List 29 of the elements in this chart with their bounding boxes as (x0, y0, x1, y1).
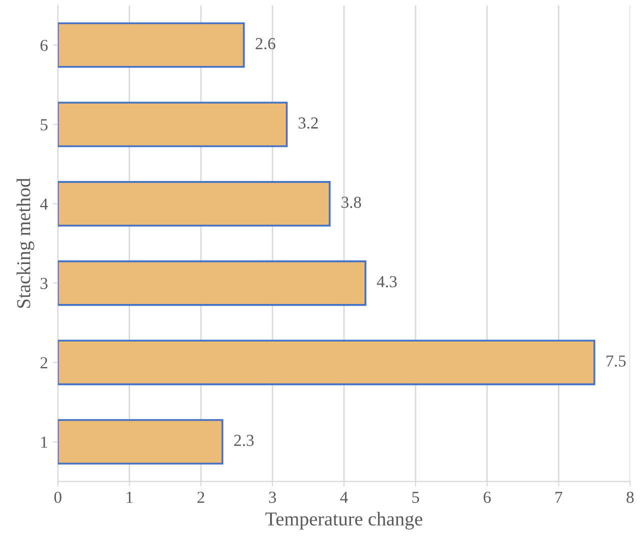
data-label: 2.6 (256, 38, 276, 50)
x-tick-label: 1 (126, 492, 133, 503)
x-tick-label: 2 (198, 492, 204, 503)
y-tick-label: 5 (40, 119, 48, 130)
bar (58, 260, 366, 306)
y-tick-label: 1 (41, 436, 48, 448)
data-label: 3.8 (342, 196, 362, 208)
data-label: 2.3 (234, 434, 254, 446)
y-axis-title: Stacking method (16, 178, 34, 308)
bar (58, 102, 288, 148)
x-tick-label: 0 (54, 492, 62, 503)
data-label: 4.3 (376, 276, 397, 288)
x-tick-label: 6 (484, 492, 491, 503)
y-tick-label: 2 (40, 357, 48, 368)
y-tick-label: 4 (40, 198, 48, 210)
x-tick-label: 5 (412, 492, 420, 503)
x-tick-label: 4 (340, 492, 348, 503)
x-axis-title: Temperature change (265, 512, 422, 530)
data-label: 3.2 (298, 117, 318, 129)
bar (58, 22, 245, 68)
x-tick-label: 7 (556, 492, 562, 503)
y-tick-label: 6 (40, 40, 48, 52)
x-tick-label: 8 (626, 492, 634, 503)
bar (58, 340, 596, 386)
bar (58, 181, 331, 226)
data-label: 7.5 (606, 356, 626, 367)
y-tick-label: 3 (40, 278, 48, 290)
x-tick-label: 3 (269, 492, 276, 503)
bar (58, 419, 224, 465)
